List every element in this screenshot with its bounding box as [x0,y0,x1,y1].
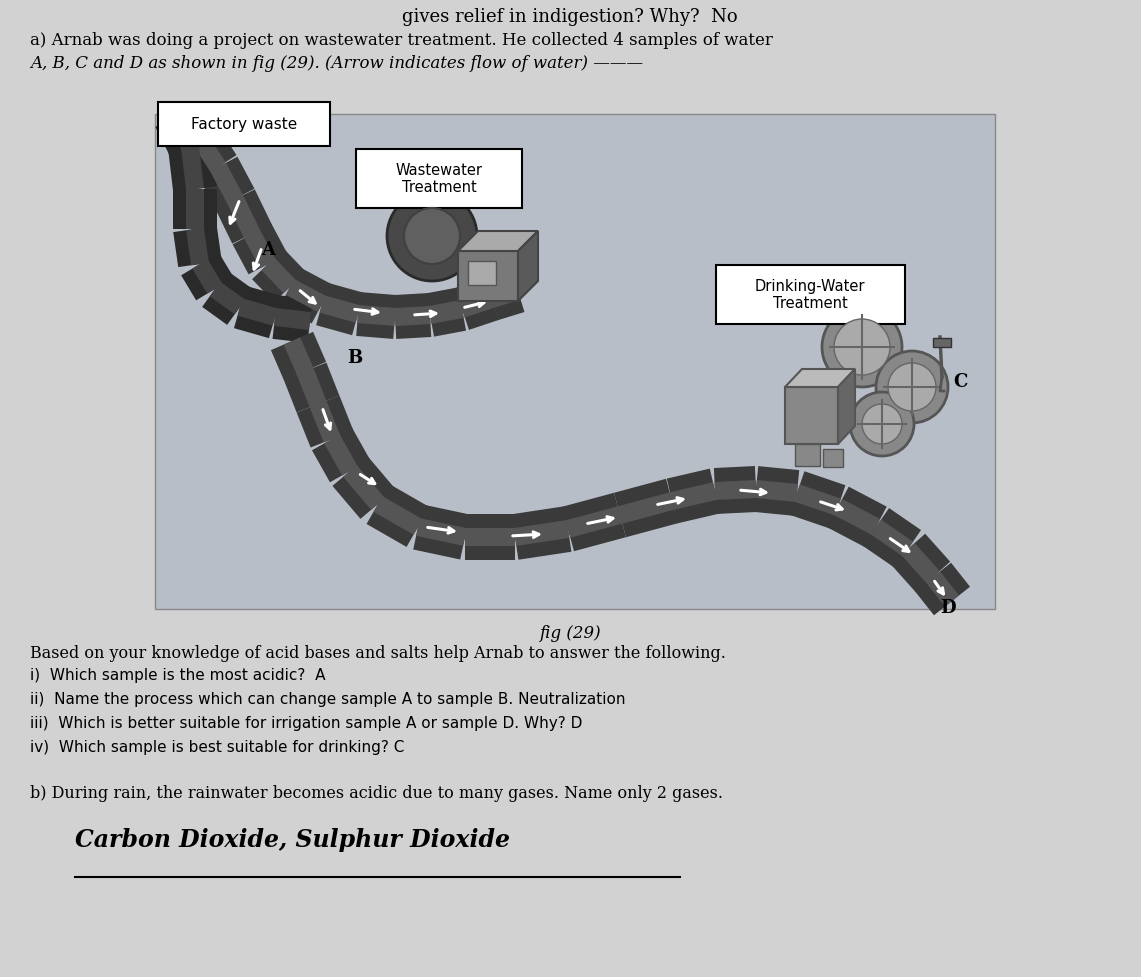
Polygon shape [714,467,758,515]
Polygon shape [163,104,217,154]
Text: gives relief in indigestion? Why?  No: gives relief in indigestion? Why? No [402,8,738,26]
Polygon shape [566,507,622,538]
Polygon shape [186,229,209,266]
Polygon shape [284,363,339,413]
Polygon shape [244,231,276,269]
Polygon shape [285,279,326,313]
Text: iv)  Which sample is best suitable for drinking? C: iv) Which sample is best suitable for dr… [30,740,404,754]
Polygon shape [297,368,326,407]
Polygon shape [284,338,314,375]
Circle shape [850,393,914,456]
Polygon shape [167,114,199,151]
Polygon shape [915,563,970,616]
Polygon shape [297,396,354,448]
Polygon shape [486,271,525,320]
Text: D: D [940,598,956,616]
Polygon shape [834,499,880,535]
Polygon shape [210,163,243,204]
Polygon shape [173,190,217,230]
FancyBboxPatch shape [717,266,905,324]
Polygon shape [426,288,466,337]
Text: b) During rain, the rainwater becomes acidic due to many gases. Name only 2 gase: b) During rain, the rainwater becomes ac… [30,785,723,801]
Polygon shape [261,259,297,294]
Polygon shape [202,272,253,325]
Polygon shape [332,456,396,520]
Polygon shape [863,508,921,569]
Polygon shape [489,283,520,309]
Polygon shape [273,296,313,344]
Polygon shape [319,296,361,323]
Polygon shape [563,493,626,552]
Polygon shape [234,286,281,339]
Polygon shape [168,146,217,192]
Polygon shape [617,492,674,524]
Polygon shape [210,282,245,315]
FancyBboxPatch shape [795,445,820,467]
Polygon shape [356,293,397,340]
Polygon shape [891,534,950,593]
Polygon shape [926,572,960,607]
Polygon shape [871,520,913,557]
Polygon shape [459,291,495,319]
Polygon shape [413,505,470,560]
Text: Based on your knowledge of acid bases and salts help Arnab to answer the followi: Based on your knowledge of acid bases an… [30,645,726,661]
Polygon shape [614,480,678,537]
Polygon shape [324,435,358,476]
Polygon shape [518,232,539,302]
Polygon shape [785,388,837,445]
Polygon shape [357,306,396,326]
Polygon shape [316,283,364,336]
Text: A, B, C and D as shown in fig (29). (Arrow indicates flow of water) ———: A, B, C and D as shown in fig (29). (Arr… [30,55,644,72]
Circle shape [387,191,477,281]
Polygon shape [216,191,272,244]
Polygon shape [395,307,430,326]
Polygon shape [199,157,254,210]
FancyBboxPatch shape [933,339,950,348]
Polygon shape [714,481,756,500]
Polygon shape [755,481,798,502]
Polygon shape [837,369,855,445]
Polygon shape [373,496,422,535]
Polygon shape [466,529,515,546]
Text: Drinking-Water
Treatment: Drinking-Water Treatment [754,278,865,311]
Circle shape [404,209,460,265]
Polygon shape [458,252,518,302]
FancyBboxPatch shape [468,262,496,285]
FancyBboxPatch shape [157,103,330,147]
FancyBboxPatch shape [823,449,843,468]
Polygon shape [173,111,207,146]
Polygon shape [511,507,572,560]
Polygon shape [416,519,467,546]
Polygon shape [754,467,799,517]
Polygon shape [901,543,940,583]
Polygon shape [274,309,311,330]
Polygon shape [186,190,204,230]
Polygon shape [670,483,717,510]
Polygon shape [794,485,841,516]
Polygon shape [666,469,720,524]
Polygon shape [193,135,226,173]
Polygon shape [237,299,277,326]
Polygon shape [227,195,260,238]
Polygon shape [311,428,370,483]
Text: i)  Which sample is the most acidic?  A: i) Which sample is the most acidic? A [30,667,325,682]
Polygon shape [193,260,222,294]
Text: ii)  Name the process which can change sample A to sample B. Neutralization: ii) Name the process which can change sa… [30,692,625,706]
Polygon shape [252,249,306,303]
Polygon shape [513,521,569,546]
FancyBboxPatch shape [356,149,521,209]
Text: A: A [261,240,275,259]
Circle shape [876,352,948,424]
Text: fig (29): fig (29) [540,624,601,641]
Polygon shape [173,227,221,268]
Text: B: B [347,349,363,366]
Polygon shape [233,225,288,276]
Polygon shape [181,147,204,191]
Polygon shape [394,294,431,340]
Polygon shape [181,128,236,180]
Circle shape [861,404,903,445]
Polygon shape [458,232,539,252]
Text: iii)  Which is better suitable for irrigation sample A or sample D. Why? D: iii) Which is better suitable for irriga… [30,715,582,730]
Polygon shape [270,332,326,381]
